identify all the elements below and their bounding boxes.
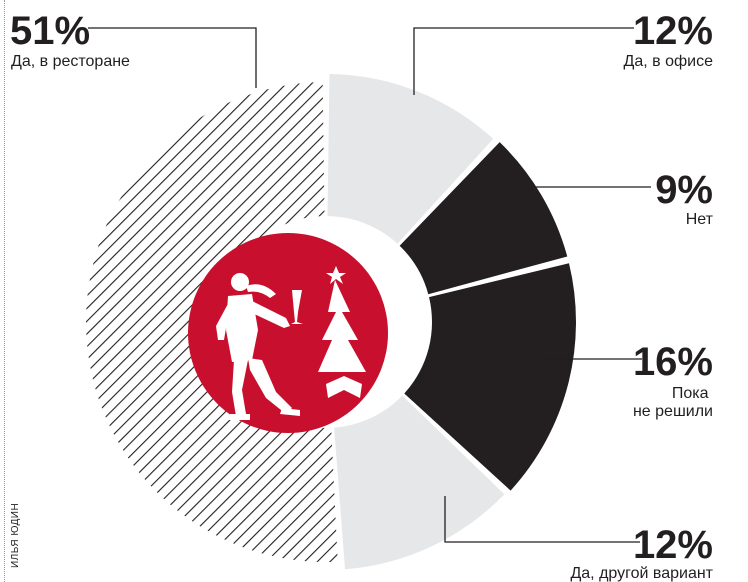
slice-label-other: Да, другой вариант — [570, 565, 713, 582]
leader-line-restaurant — [88, 27, 257, 88]
center-medallion — [188, 233, 388, 433]
pct-label-restaurant: 51% — [10, 9, 90, 53]
leader-lines — [88, 27, 651, 543]
dancing-man-christmas-tree-icon — [216, 266, 366, 420]
label-other: 12% Да, другой вариант — [570, 523, 713, 582]
label-undecided: 16% Пока не решили — [633, 340, 713, 420]
pct-label-undecided: 16% — [633, 340, 713, 384]
pct-label-office: 12% — [633, 9, 713, 53]
slice-label-no: Нет — [686, 211, 714, 228]
label-no: 9% Нет — [655, 168, 713, 228]
slice-no — [399, 142, 568, 295]
slice-office — [327, 74, 494, 244]
side-dotted-rule — [4, 0, 5, 582]
slice-label-office: Да, в офисе — [624, 53, 714, 70]
pct-label-other: 12% — [633, 523, 713, 567]
slice-undecided — [404, 263, 576, 491]
leader-line-office — [413, 27, 634, 95]
slice-label-undecided: Пока не решили — [633, 385, 713, 420]
slice-other — [334, 395, 505, 570]
label-restaurant: 51% Да, в ресторане — [10, 9, 130, 70]
slice-label-restaurant: Да, в ресторане — [11, 53, 130, 70]
label-office: 12% Да, в офисе — [624, 9, 714, 70]
leader-line-other — [444, 496, 640, 543]
pct-label-no: 9% — [655, 168, 713, 212]
